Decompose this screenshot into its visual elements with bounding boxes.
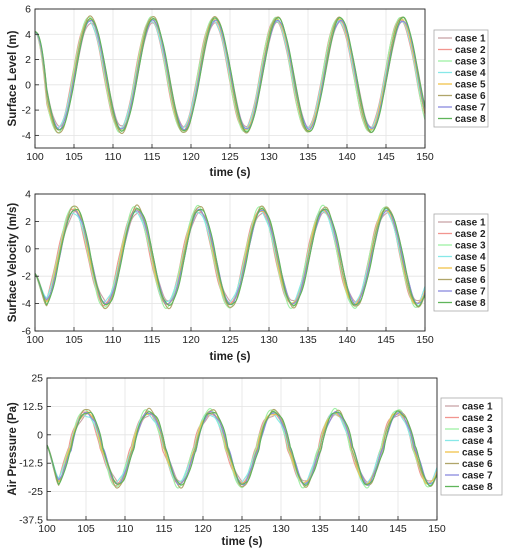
legend-box bbox=[440, 397, 503, 496]
y-tick-label: -37.5 bbox=[19, 515, 43, 527]
legend-label: case 4 bbox=[455, 68, 486, 79]
panel-3: 100 105 110 115 120 125 130 135 140 145 150 -37.5 -2… bbox=[7, 373, 503, 548]
x-tick-label: 120 bbox=[182, 151, 200, 163]
legend-label: case 4 bbox=[455, 252, 486, 263]
x-tick-label: 150 bbox=[428, 523, 446, 535]
legend-label: case 2 bbox=[455, 229, 486, 240]
x-tick-label: 130 bbox=[260, 151, 278, 163]
series-line-case-6 bbox=[34, 204, 426, 310]
legend-label: case 7 bbox=[455, 287, 486, 298]
x-tick-label: 115 bbox=[156, 523, 173, 535]
series-line-case-8 bbox=[34, 207, 426, 307]
legend-label: case 7 bbox=[455, 103, 486, 114]
y-tick-label: -2 bbox=[22, 271, 31, 283]
legend-label: case 6 bbox=[455, 91, 486, 102]
x-tick-label: 130 bbox=[272, 523, 290, 535]
y-axis-label: Surface Velocity (m/s) bbox=[7, 203, 19, 323]
x-tick-label: 125 bbox=[233, 523, 251, 535]
x-tick-label: 105 bbox=[65, 334, 83, 346]
legend-label: case 1 bbox=[462, 402, 493, 413]
x-tick-label: 150 bbox=[416, 151, 434, 163]
x-tick-label: 135 bbox=[299, 334, 317, 346]
y-tick-label: 0 bbox=[25, 79, 31, 91]
x-tick-label: 140 bbox=[350, 523, 368, 535]
y-tick-label: -4 bbox=[22, 130, 31, 142]
legend-label: case 3 bbox=[462, 425, 493, 436]
legend-box bbox=[433, 213, 489, 312]
legend-label: case 8 bbox=[455, 114, 486, 125]
x-tick-label: 110 bbox=[105, 334, 122, 346]
x-tick-label: 145 bbox=[389, 523, 407, 535]
y-tick-label: 2 bbox=[25, 216, 31, 228]
x-tick-label: 135 bbox=[311, 523, 329, 535]
x-tick-label: 100 bbox=[38, 523, 56, 535]
legend-label: case 5 bbox=[455, 264, 486, 275]
y-tick-label: 25 bbox=[31, 373, 43, 385]
x-tick-label: 105 bbox=[77, 523, 95, 535]
legend-label: case 6 bbox=[455, 275, 486, 286]
y-axis-label: Surface Level (m) bbox=[7, 30, 19, 126]
legend-label: case 2 bbox=[462, 413, 493, 424]
y-tick-label: 2 bbox=[25, 54, 31, 66]
x-tick-label: 130 bbox=[260, 334, 278, 346]
x-axis-label: time (s) bbox=[210, 167, 251, 179]
y-tick-label: -6 bbox=[22, 326, 31, 338]
x-tick-label: 115 bbox=[144, 334, 161, 346]
y-tick-label: 4 bbox=[25, 189, 31, 201]
x-tick-label: 110 bbox=[117, 523, 134, 535]
x-tick-label: 105 bbox=[65, 151, 83, 163]
legend-label: case 7 bbox=[462, 471, 493, 482]
legend-label: case 1 bbox=[455, 34, 486, 45]
x-axis-label: time (s) bbox=[210, 351, 251, 363]
x-tick-label: 145 bbox=[377, 334, 395, 346]
x-tick-label: 115 bbox=[144, 151, 161, 163]
x-tick-label: 100 bbox=[26, 334, 44, 346]
x-tick-label: 145 bbox=[377, 151, 395, 163]
x-tick-label: 140 bbox=[338, 151, 356, 163]
series-line-case-8 bbox=[34, 16, 426, 133]
legend-label: case 5 bbox=[462, 448, 493, 459]
x-tick-label: 125 bbox=[221, 151, 239, 163]
y-tick-label: -25 bbox=[28, 486, 43, 498]
legend-label: case 4 bbox=[462, 436, 493, 447]
y-axis-label: Air Pressure (Pa) bbox=[7, 402, 19, 495]
x-tick-label: 100 bbox=[26, 151, 44, 163]
panel-2: 100 105 110 115 120 125 130 135 140 145 150 -6 -4 -2 0… bbox=[7, 189, 489, 363]
legend-label: case 1 bbox=[455, 218, 486, 229]
x-tick-label: 125 bbox=[221, 334, 239, 346]
x-tick-label: 120 bbox=[182, 334, 200, 346]
x-tick-label: 140 bbox=[338, 334, 356, 346]
series-line-case-8 bbox=[46, 410, 438, 487]
y-tick-label: 0 bbox=[37, 429, 43, 441]
x-axis-label: time (s) bbox=[222, 536, 263, 548]
y-tick-label: 0 bbox=[25, 243, 31, 255]
y-tick-label: 6 bbox=[25, 4, 31, 16]
legend-label: case 3 bbox=[455, 57, 486, 68]
x-tick-label: 150 bbox=[416, 334, 434, 346]
y-tick-label: 12.5 bbox=[23, 401, 44, 413]
legend-label: case 3 bbox=[455, 241, 486, 252]
legend-box bbox=[433, 29, 489, 128]
y-tick-label: -2 bbox=[22, 105, 31, 117]
panel-1: 100 105 110 115 120 125 130 135 140 145 150 -4 -2 0 2 4… bbox=[7, 4, 489, 179]
legend-label: case 2 bbox=[455, 45, 486, 56]
legend-label: case 8 bbox=[462, 482, 493, 493]
legend-label: case 8 bbox=[455, 298, 486, 309]
y-tick-label: -12.5 bbox=[19, 458, 43, 470]
x-tick-label: 120 bbox=[194, 523, 212, 535]
y-tick-label: -4 bbox=[22, 298, 31, 310]
x-tick-label: 110 bbox=[105, 151, 122, 163]
y-tick-label: 4 bbox=[25, 29, 31, 41]
legend-label: case 5 bbox=[455, 80, 486, 91]
legend-label: case 6 bbox=[462, 459, 493, 470]
x-tick-label: 135 bbox=[299, 151, 317, 163]
